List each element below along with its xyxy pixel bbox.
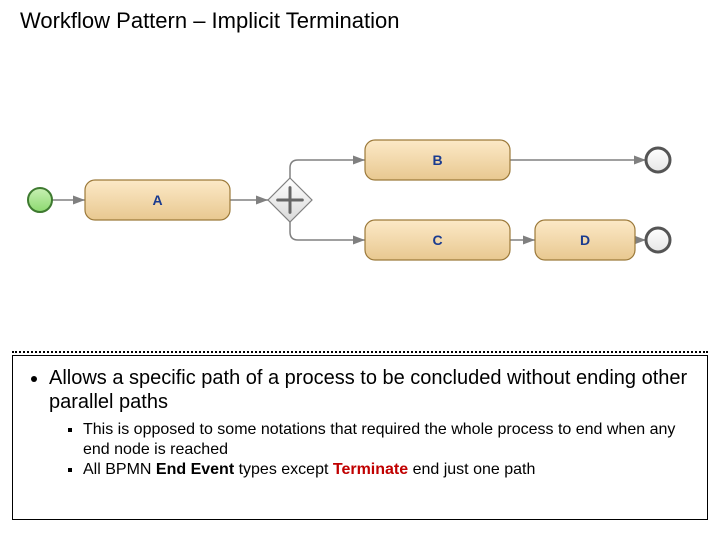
page-title: Workflow Pattern – Implicit Termination: [20, 8, 399, 34]
sub-bullet: This is opposed to some notations that r…: [83, 420, 701, 460]
divider-rule: [12, 351, 708, 353]
main-bullet: Allows a specific path of a process to b…: [49, 366, 701, 480]
svg-text:D: D: [580, 232, 590, 248]
main-bullet-text: Allows a specific path of a process to b…: [49, 367, 687, 413]
bpmn-diagram: A B C D: [0, 100, 720, 300]
svg-text:A: A: [152, 192, 162, 208]
svg-text:B: B: [432, 152, 442, 168]
svg-text:C: C: [432, 232, 442, 248]
sub-bullet: All BPMN End Event types except Terminat…: [83, 460, 701, 480]
description-box: Allows a specific path of a process to b…: [12, 355, 708, 520]
